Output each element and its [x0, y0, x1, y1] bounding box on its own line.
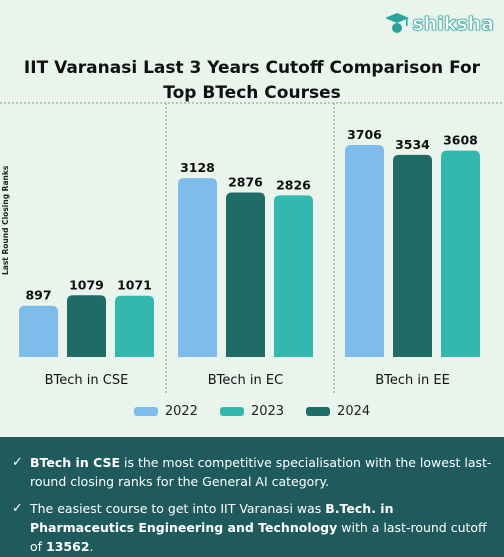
insight-text: BTech in CSE is the most competitive spe… — [30, 455, 492, 489]
shiksha-logo: shiksha — [384, 10, 494, 38]
bar-2024-2 — [393, 154, 432, 357]
legend-label: 2022 — [164, 404, 198, 419]
legend-label: 2024 — [337, 404, 371, 419]
legend: 2022 2023 2024 — [0, 404, 504, 419]
legend-item-2022: 2022 — [133, 404, 198, 419]
checkmark-icon: ✓ — [12, 455, 23, 470]
data-label-2023-1: 2826 — [276, 177, 311, 192]
data-label-2024-1: 2876 — [228, 174, 263, 189]
legend-swatch — [219, 407, 244, 416]
checkmark-icon: ✓ — [12, 501, 23, 516]
bar-2022-0 — [19, 305, 58, 357]
title-line-1: IIT Varanasi Last 3 Years Cutoff Compari… — [23, 58, 481, 78]
title-line-2: Top BTech Courses — [163, 83, 341, 103]
data-label-2022-2: 3706 — [347, 127, 382, 142]
bar-2024-0 — [67, 295, 106, 357]
insight-note-2: ✓ The easiest course to get into IIT Vara… — [12, 499, 494, 556]
data-label-2023-2: 3608 — [443, 133, 478, 148]
legend-item-2024: 2024 — [306, 404, 370, 419]
insight-text: The easiest course to get into IIT Varan… — [30, 501, 487, 554]
data-label-2023-0: 1071 — [117, 278, 152, 293]
bar-2022-1 — [178, 178, 217, 357]
category-label-1: BTech in EC — [208, 373, 283, 388]
bar-2023-2 — [441, 150, 480, 357]
bar-chart: 897 1079 1071 BTech in CSE 3128 2876 2826 BTech… — [0, 102, 504, 395]
bar-2023-1 — [274, 195, 313, 357]
category-label-0: BTech in CSE — [45, 373, 129, 388]
bar-2023-0 — [115, 295, 154, 357]
data-label-2022-1: 3128 — [180, 160, 215, 175]
legend-label: 2023 — [250, 404, 285, 419]
data-label-2022-0: 897 — [25, 288, 51, 303]
legend-swatch — [133, 407, 158, 416]
insight-note-1: ✓ BTech in CSE is the most competitive sp… — [12, 453, 494, 491]
graduate-icon — [385, 13, 410, 33]
legend-swatch — [306, 407, 331, 416]
chart-title: IIT Varanasi Last 3 Years Cutoff Compari… — [0, 56, 504, 106]
bar-2024-1 — [226, 192, 265, 357]
bar-2022-2 — [345, 145, 384, 357]
data-label-2024-2: 3534 — [395, 137, 430, 152]
category-label-2: BTech in EE — [375, 373, 450, 388]
legend-item-2023: 2023 — [219, 404, 285, 419]
data-label-2024-0: 1079 — [69, 277, 104, 292]
brand-name: shiksha — [412, 13, 494, 36]
insights-panel: ✓ BTech in CSE is the most competitive sp… — [0, 437, 504, 557]
